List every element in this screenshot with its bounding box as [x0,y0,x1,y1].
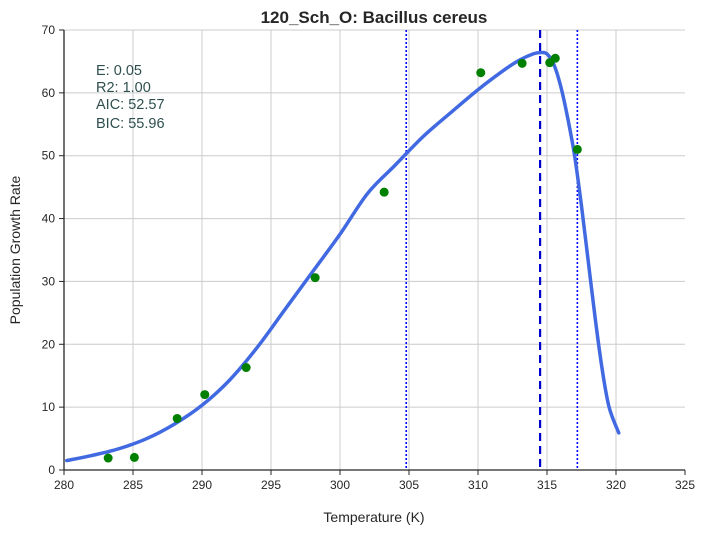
stats-line-r2: R2: 1.00 [96,80,151,96]
x-tick-label: 315 [537,478,557,492]
reference-lines [405,30,579,470]
data-point [310,273,320,283]
data-point [572,144,582,154]
stats-line-e: E: 0.05 [96,63,142,79]
x-tick-label: 285 [123,478,143,492]
x-tick-label: 310 [468,478,488,492]
x-tick-label: 280 [54,478,74,492]
x-tick-label: 320 [606,478,626,492]
axes [59,29,686,475]
x-tick-label: 295 [261,478,281,492]
x-tick-label: 290 [192,478,212,492]
fit-curve-layer [65,50,621,463]
y-axis-label: Population Growth Rate [7,175,23,324]
stats-line-bic: BIC: 55.96 [96,116,165,132]
fit-curve-line [65,50,621,463]
y-tick-label: 30 [42,274,56,288]
data-point [241,363,251,373]
chart-title: 120_Sch_O: Bacillus cereus [261,8,488,27]
x-tick-label: 305 [399,478,419,492]
y-tick-label: 10 [42,400,56,414]
data-point [379,187,389,197]
stats-annotation: E: 0.05 R2: 1.00 AIC: 52.57 BIC: 55.96 [96,63,165,132]
tick-labels: 280 285 290 295 300 305 310 315 320 325 0 10 20 30 40 5… [42,23,696,492]
y-tick-label: 40 [42,212,56,226]
data-point [476,68,486,78]
y-tick-label: 70 [42,23,56,37]
y-tick-label: 60 [42,86,56,100]
grid-lines [64,29,685,470]
data-point [200,390,210,400]
data-point [517,58,527,68]
x-tick-label: 325 [675,478,695,492]
data-point [550,53,560,63]
y-tick-label: 50 [42,149,56,163]
data-point [103,453,113,463]
plot-area [64,30,685,470]
y-tick-label: 20 [42,337,56,351]
stats-line-aic: AIC: 52.57 [96,97,165,113]
x-axis-label: Temperature (K) [323,509,424,525]
data-points [103,53,582,463]
y-tick-label: 0 [48,463,55,477]
x-tick-label: 300 [330,478,350,492]
data-point [129,452,139,462]
data-point [172,413,182,423]
